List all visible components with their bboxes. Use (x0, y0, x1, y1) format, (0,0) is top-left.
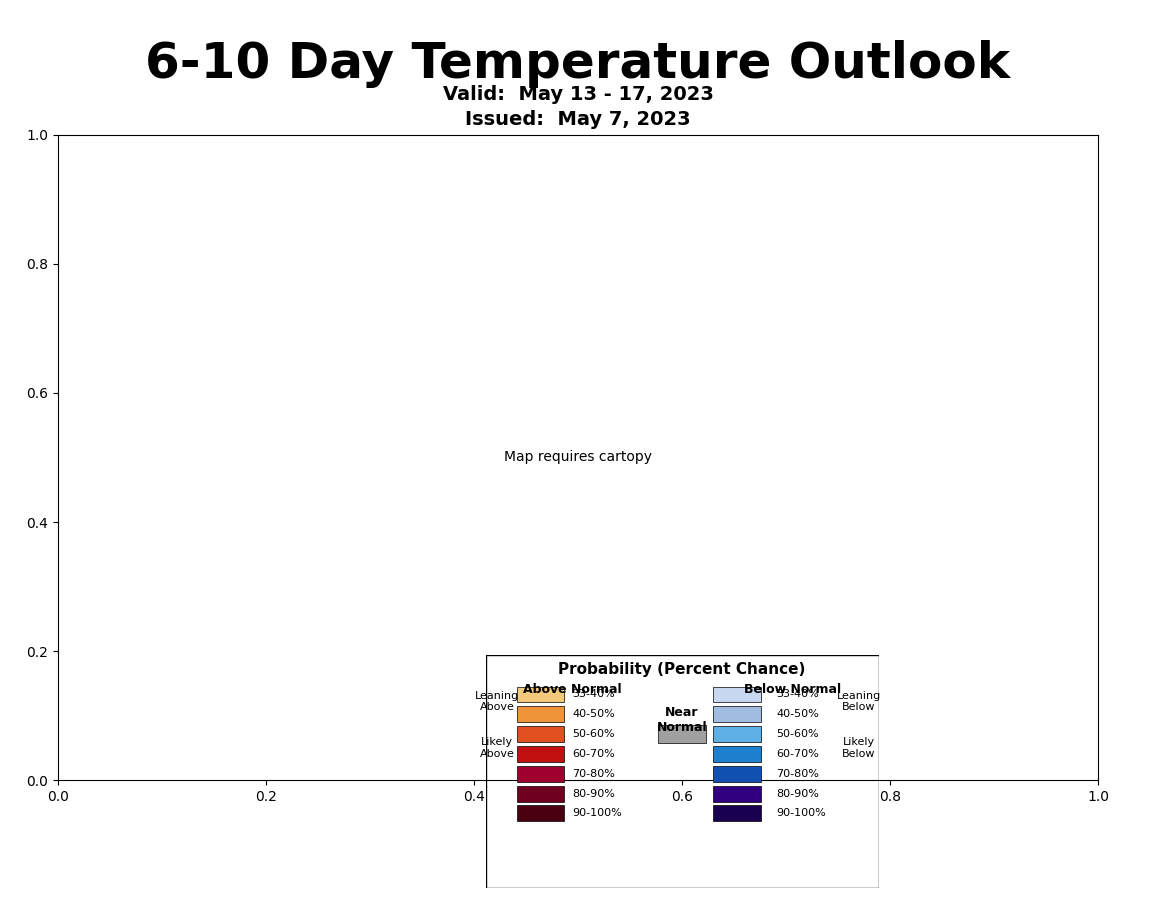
Text: 60-70%: 60-70% (572, 749, 615, 759)
FancyBboxPatch shape (713, 806, 761, 822)
Text: 90-100%: 90-100% (572, 808, 622, 818)
Text: Below Normal: Below Normal (743, 683, 840, 696)
Text: 70-80%: 70-80% (572, 769, 615, 779)
Text: 50-60%: 50-60% (572, 729, 615, 739)
FancyBboxPatch shape (517, 786, 564, 802)
FancyBboxPatch shape (713, 727, 761, 742)
FancyBboxPatch shape (659, 725, 705, 744)
Text: 60-70%: 60-70% (777, 749, 820, 759)
FancyBboxPatch shape (713, 786, 761, 802)
FancyBboxPatch shape (517, 766, 564, 781)
Text: Map requires cartopy: Map requires cartopy (504, 450, 652, 465)
Text: Probability (Percent Chance): Probability (Percent Chance) (558, 662, 806, 677)
Text: 40-50%: 40-50% (572, 710, 615, 719)
Text: 90-100%: 90-100% (777, 808, 827, 818)
Text: 33-40%: 33-40% (572, 690, 615, 700)
Text: 33-40%: 33-40% (777, 690, 820, 700)
Text: 50-60%: 50-60% (777, 729, 818, 739)
Text: 80-90%: 80-90% (572, 788, 615, 798)
FancyBboxPatch shape (517, 727, 564, 742)
Text: Issued:  May 7, 2023: Issued: May 7, 2023 (465, 110, 691, 129)
Text: 40-50%: 40-50% (777, 710, 820, 719)
FancyBboxPatch shape (517, 686, 564, 702)
Text: Above Normal: Above Normal (523, 683, 621, 696)
Text: Likely
Above: Likely Above (480, 737, 514, 759)
FancyBboxPatch shape (713, 706, 761, 722)
FancyBboxPatch shape (517, 806, 564, 822)
FancyBboxPatch shape (517, 746, 564, 762)
Text: Leaning
Below: Leaning Below (837, 691, 881, 712)
Text: 80-90%: 80-90% (777, 788, 820, 798)
FancyBboxPatch shape (713, 746, 761, 762)
Text: Leaning
Above: Leaning Above (475, 691, 519, 712)
Text: 6-10 Day Temperature Outlook: 6-10 Day Temperature Outlook (146, 40, 1010, 89)
Text: Valid:  May 13 - 17, 2023: Valid: May 13 - 17, 2023 (443, 85, 713, 104)
FancyBboxPatch shape (517, 706, 564, 722)
Text: Likely
Below: Likely Below (843, 737, 875, 759)
Text: 70-80%: 70-80% (777, 769, 820, 779)
FancyBboxPatch shape (713, 686, 761, 702)
FancyBboxPatch shape (713, 766, 761, 781)
Text: Near
Normal: Near Normal (657, 706, 707, 734)
